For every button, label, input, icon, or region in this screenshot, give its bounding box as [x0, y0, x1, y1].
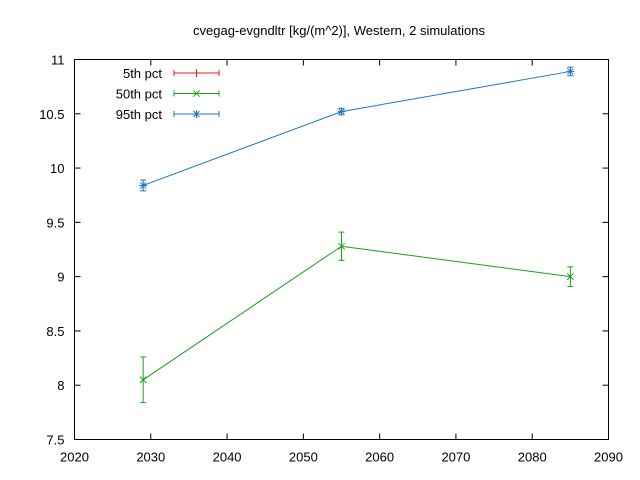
- legend-label: 50th pct: [116, 87, 163, 102]
- y-tick-label: 11: [51, 53, 65, 68]
- data-point: [139, 181, 148, 190]
- x-tick-label: 2060: [365, 450, 394, 465]
- marker-stroke: [139, 376, 147, 384]
- series: [139, 66, 575, 192]
- data-point: [192, 89, 201, 98]
- series-line: [142, 245, 571, 381]
- data-point: [337, 242, 346, 250]
- x-tick-label: 2040: [213, 450, 242, 465]
- x-tick-label: 2090: [594, 450, 623, 465]
- marker-stroke: [338, 108, 345, 115]
- data-point: [192, 110, 201, 118]
- data-point: [566, 273, 574, 281]
- series: [139, 231, 574, 404]
- chart-title: cvegag-evgndltr [kg/(m^2)], Western, 2 s…: [193, 23, 485, 38]
- marker-stroke: [566, 273, 574, 281]
- legend-label: 95th pct: [116, 107, 163, 122]
- y-tick-label: 9.5: [46, 215, 64, 230]
- data-point: [139, 376, 147, 384]
- legend: 5th pct 50th pct 95th pct: [116, 66, 220, 122]
- data-point: [566, 67, 575, 76]
- x-tick-label: 2070: [441, 450, 470, 465]
- legend-label: 5th pct: [123, 66, 162, 81]
- y-tick-label: 8.5: [46, 324, 64, 339]
- y-tick-label: 9: [57, 270, 64, 285]
- marker-stroke: [193, 110, 200, 118]
- data-point: [337, 107, 346, 116]
- series-layer: [139, 66, 575, 404]
- x-tick-label: 2080: [518, 450, 547, 465]
- legend-item: 95th pct: [116, 107, 220, 122]
- marker-stroke: [337, 242, 346, 250]
- y-tick-label: 10: [50, 161, 64, 176]
- marker-stroke: [192, 89, 201, 98]
- y-tick-label: 7.5: [46, 433, 64, 448]
- marker-stroke: [567, 68, 574, 75]
- x-axis: 2020 2030 2040 2050 2060 2070 2080 2090: [60, 59, 623, 465]
- marker-stroke: [139, 182, 147, 189]
- data-point: [192, 69, 201, 77]
- series-line: [142, 70, 571, 186]
- legend-item: 50th pct: [116, 87, 220, 102]
- x-tick-label: 2030: [136, 450, 165, 465]
- x-tick-label: 2050: [289, 450, 318, 465]
- y-tick-label: 10.5: [39, 107, 64, 122]
- plot-frame: [74, 59, 609, 440]
- y-tick-label: 8: [57, 378, 64, 393]
- y-axis: 7.5 8 8.5 9 9.5 10 10.5 11: [39, 53, 609, 448]
- x-tick-label: 2020: [60, 450, 89, 465]
- legend-item: 5th pct: [123, 66, 220, 81]
